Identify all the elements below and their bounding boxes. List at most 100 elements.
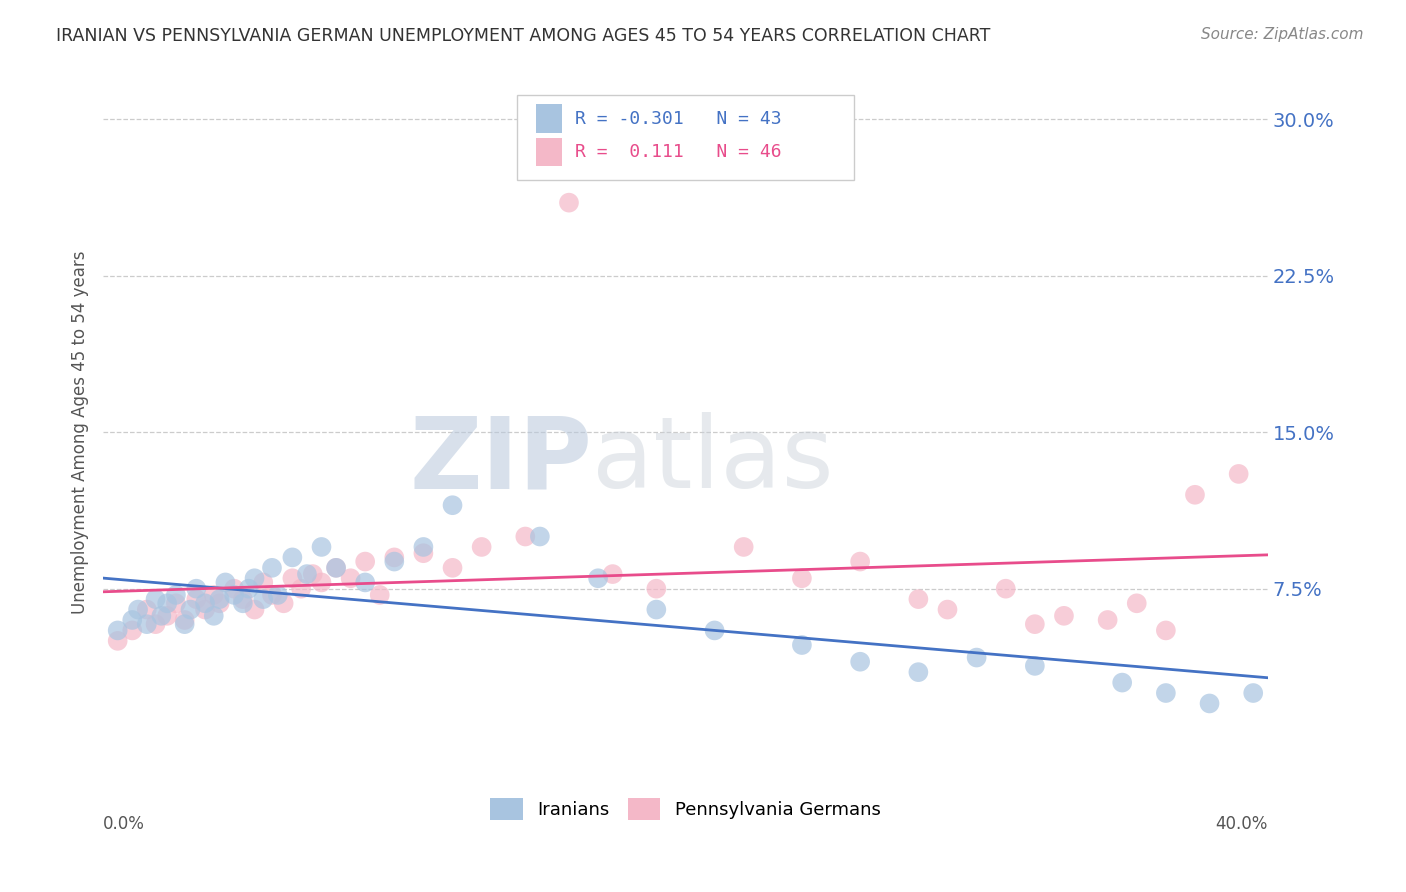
Point xyxy=(145,592,167,607)
Point xyxy=(1024,617,1046,632)
Point xyxy=(1126,596,1149,610)
Point xyxy=(208,592,231,607)
Point xyxy=(558,195,581,210)
Point xyxy=(135,602,157,616)
Text: IRANIAN VS PENNSYLVANIA GERMAN UNEMPLOYMENT AMONG AGES 45 TO 54 YEARS CORRELATIO: IRANIAN VS PENNSYLVANIA GERMAN UNEMPLOYM… xyxy=(56,27,991,45)
Point xyxy=(1241,686,1264,700)
Point xyxy=(339,571,361,585)
Point xyxy=(849,555,872,569)
Point xyxy=(156,608,179,623)
Point xyxy=(295,567,318,582)
Text: R =  0.111   N = 46: R = 0.111 N = 46 xyxy=(575,143,782,161)
Point xyxy=(186,592,208,607)
Text: ZIP: ZIP xyxy=(409,412,592,509)
Point xyxy=(150,608,173,623)
Point xyxy=(202,608,225,623)
Point xyxy=(529,529,551,543)
Point xyxy=(173,617,195,632)
Point xyxy=(1154,624,1177,638)
Y-axis label: Unemployment Among Ages 45 to 54 years: Unemployment Among Ages 45 to 54 years xyxy=(72,251,89,614)
Point xyxy=(194,596,217,610)
Legend: Iranians, Pennsylvania Germans: Iranians, Pennsylvania Germans xyxy=(484,791,887,828)
FancyBboxPatch shape xyxy=(516,95,855,180)
Point xyxy=(281,550,304,565)
Point xyxy=(145,617,167,632)
Point xyxy=(243,602,266,616)
Text: 0.0%: 0.0% xyxy=(103,815,145,833)
Point xyxy=(260,561,283,575)
Point xyxy=(156,596,179,610)
Point xyxy=(214,575,236,590)
Point xyxy=(368,588,391,602)
Point xyxy=(382,555,405,569)
Text: 40.0%: 40.0% xyxy=(1215,815,1268,833)
Point xyxy=(121,624,143,638)
Point xyxy=(252,592,274,607)
Point xyxy=(194,602,217,616)
Point xyxy=(382,550,405,565)
Point xyxy=(232,596,254,610)
Bar xyxy=(536,137,562,166)
Point xyxy=(179,602,201,616)
Point xyxy=(441,498,464,512)
Point xyxy=(107,624,129,638)
Point xyxy=(243,571,266,585)
Point xyxy=(1097,613,1119,627)
Point xyxy=(354,555,377,569)
Point xyxy=(1024,659,1046,673)
Point xyxy=(1184,488,1206,502)
Point xyxy=(311,540,333,554)
Point xyxy=(907,592,929,607)
Point xyxy=(165,596,187,610)
Point xyxy=(260,588,283,602)
Point xyxy=(252,575,274,590)
Text: atlas: atlas xyxy=(592,412,834,509)
Point xyxy=(936,602,959,616)
Point xyxy=(224,582,246,596)
Point xyxy=(471,540,494,554)
Point xyxy=(645,582,668,596)
Point xyxy=(703,624,725,638)
Point xyxy=(238,582,260,596)
Point xyxy=(135,617,157,632)
Point xyxy=(1198,697,1220,711)
Point xyxy=(311,575,333,590)
Point xyxy=(1053,608,1076,623)
Point xyxy=(966,650,988,665)
Point xyxy=(645,602,668,616)
Point xyxy=(267,588,290,602)
Point xyxy=(1227,467,1250,481)
Point xyxy=(849,655,872,669)
Point xyxy=(202,588,225,602)
Point xyxy=(121,613,143,627)
Point xyxy=(301,567,323,582)
Point xyxy=(994,582,1017,596)
Point xyxy=(325,561,347,575)
Point xyxy=(1154,686,1177,700)
Point xyxy=(907,665,929,680)
Point xyxy=(127,602,149,616)
Point xyxy=(441,561,464,575)
Point xyxy=(208,596,231,610)
Point xyxy=(733,540,755,554)
Point xyxy=(586,571,609,585)
Point xyxy=(186,582,208,596)
Point xyxy=(173,613,195,627)
Point xyxy=(224,588,246,602)
Point xyxy=(232,592,254,607)
Point xyxy=(325,561,347,575)
Point xyxy=(281,571,304,585)
Point xyxy=(290,582,312,596)
Point xyxy=(107,633,129,648)
Point xyxy=(412,540,434,554)
Point xyxy=(790,571,813,585)
Text: Source: ZipAtlas.com: Source: ZipAtlas.com xyxy=(1201,27,1364,42)
Bar xyxy=(536,104,562,133)
Text: R = -0.301   N = 43: R = -0.301 N = 43 xyxy=(575,110,782,128)
Point xyxy=(790,638,813,652)
Point xyxy=(354,575,377,590)
Point xyxy=(1111,675,1133,690)
Point xyxy=(412,546,434,560)
Point xyxy=(165,588,187,602)
Point xyxy=(515,529,537,543)
